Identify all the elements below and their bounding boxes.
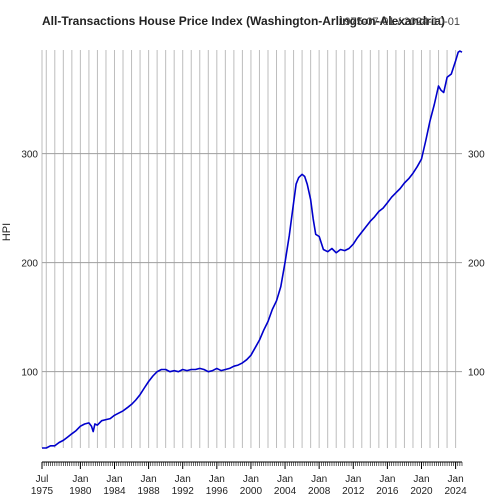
- x-tick-label-month: Jan: [413, 474, 429, 485]
- x-tick-label-month: Jan: [311, 474, 327, 485]
- x-tick-label-year: 1984: [103, 486, 126, 497]
- x-tick-label-year: 1975: [31, 486, 54, 497]
- x-tick-label-month: Jan: [175, 474, 191, 485]
- x-tick-label-year: 1996: [206, 486, 229, 497]
- x-tick-label-month: Jan: [72, 474, 88, 485]
- x-tick-label-month: Jan: [448, 474, 464, 485]
- x-tick-label-year: 1992: [172, 486, 195, 497]
- x-tick-label-month: Jul: [36, 474, 49, 485]
- x-tick-label-year: 1988: [137, 486, 160, 497]
- x-tick-label-year: 1980: [69, 486, 92, 497]
- chart-title: All-Transactions House Price Index (Wash…: [42, 14, 445, 28]
- series-layer: [42, 50, 463, 449]
- x-tick-label-month: Jan: [209, 474, 225, 485]
- y-axis-label: HPI: [1, 223, 13, 241]
- x-tick-label-month: Jan: [106, 474, 122, 485]
- x-tick-label-year: 2012: [342, 486, 365, 497]
- x-tick-label-year: 2020: [410, 486, 433, 497]
- y-tick-label-right: 100: [468, 368, 485, 379]
- x-tick-label-year: 2000: [240, 486, 263, 497]
- x-tick-label-year: 2008: [308, 486, 331, 497]
- vertical-grid: [41, 50, 457, 448]
- series-line: [42, 50, 463, 449]
- y-tick-label-right: 300: [468, 150, 485, 161]
- x-tick-label-month: Jan: [277, 474, 293, 485]
- x-tick-label-month: Jan: [243, 474, 259, 485]
- horizontal-grid: [42, 153, 462, 373]
- x-tick-label-month: Jan: [379, 474, 395, 485]
- y-tick-label-right: 200: [468, 259, 485, 270]
- y-tick-label-left: 100: [21, 368, 38, 379]
- x-axis: Jul1975Jan1980Jan1984Jan1988Jan1992Jan19…: [31, 461, 467, 497]
- x-tick-label-month: Jan: [141, 474, 157, 485]
- y-tick-label-left: 300: [21, 150, 38, 161]
- x-tick-label-year: 2024: [444, 486, 467, 497]
- date-range-label: 1975-07-01 / 2024-10-01: [338, 16, 460, 28]
- x-tick-label-year: 2016: [376, 486, 399, 497]
- x-tick-label-year: 2004: [274, 486, 297, 497]
- x-tick-label-month: Jan: [345, 474, 361, 485]
- y-axis-right: 100 200 300: [468, 150, 485, 379]
- y-tick-label-left: 200: [21, 259, 38, 270]
- y-axis-left: 100 200 300: [21, 150, 38, 379]
